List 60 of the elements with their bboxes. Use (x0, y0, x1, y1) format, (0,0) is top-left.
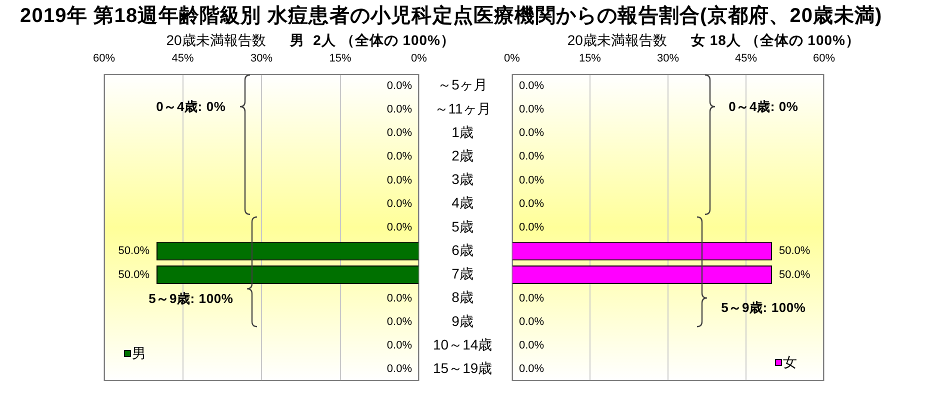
chart-title: 2019年 第18週年齢階級別 水痘患者の小児科定点医療機関からの報告割合(京都府、20歳未満) (20, 4, 882, 28)
data-label: 0.0% (518, 174, 544, 186)
data-label: 0.0% (386, 316, 412, 328)
x-tick-label: 15% (329, 52, 352, 64)
y-tick-label: 8歳 (452, 289, 474, 306)
x-tick-label: 0% (504, 52, 520, 64)
data-label: 50.0% (778, 268, 810, 281)
data-label: 0.0% (518, 316, 544, 328)
y-tick-label: ～11ヶ月 (434, 100, 491, 116)
chart-subtitle: 女 18人 （全体の 100%） (690, 31, 860, 49)
y-tick-label: 1歳 (452, 124, 474, 140)
data-label: 0.0% (518, 150, 544, 163)
annotation: 0～4歳: 0% (156, 98, 226, 115)
x-axis-title: 20歳未満報告数 (567, 31, 667, 49)
data-label: 0.0% (518, 103, 544, 116)
data-label: 0.0% (386, 80, 412, 92)
data-label: 0.0% (518, 363, 544, 376)
data-label: 0.0% (518, 340, 544, 352)
y-tick-label: 7歳 (452, 266, 474, 282)
text: 女 (783, 354, 797, 370)
x-tick-label: 30% (656, 52, 680, 64)
data-label: 50.0% (778, 245, 810, 258)
x-tick-label: 0% (411, 52, 428, 64)
x-tick-label: 15% (578, 52, 602, 64)
x-tick-label: 60% (812, 52, 836, 64)
text: 男 (132, 345, 146, 361)
data-label: 0.0% (386, 222, 412, 234)
y-tick-label: 3歳 (452, 171, 474, 188)
y-tick-label: 15～19歳 (432, 360, 492, 376)
data-label: 50.0% (118, 268, 150, 281)
x-tick-label: 30% (250, 52, 273, 64)
y-tick-label: 9歳 (452, 312, 474, 329)
annotation: 5～9歳: 100% (721, 300, 806, 316)
y-tick-label: 6歳 (452, 242, 474, 258)
data-label: 0.0% (386, 103, 412, 116)
data-label: 0.0% (386, 198, 412, 210)
y-tick-label: 5歳 (452, 218, 474, 234)
data-label: 0.0% (386, 340, 412, 352)
data-label: 0.0% (386, 292, 412, 304)
x-tick-label: 45% (734, 52, 758, 64)
x-tick-label: 45% (172, 52, 194, 64)
y-tick-label: 4歳 (452, 194, 474, 211)
data-label: 0.0% (386, 363, 412, 376)
data-label: 0.0% (518, 127, 544, 140)
data-label: 0.0% (386, 174, 412, 186)
x-tick-label: 60% (92, 52, 116, 64)
data-label: 0.0% (386, 150, 412, 163)
annotation: 0～4歳: 0% (728, 98, 798, 115)
y-tick-label: ～5ヶ月 (438, 76, 488, 93)
data-label: 50.0% (118, 245, 150, 258)
data-label: 0.0% (518, 222, 544, 234)
annotation: 5～9歳: 100% (148, 291, 234, 308)
y-tick-label: 10～14歳 (432, 336, 492, 352)
y-tick-label: 2歳 (452, 148, 474, 164)
data-label: 0.0% (518, 80, 544, 92)
x-axis-title: 20歳未満報告数 (166, 31, 266, 49)
data-label: 0.0% (518, 292, 544, 304)
chart-subtitle: 男 2人 （全体の 100%） (290, 31, 455, 49)
data-label: 0.0% (518, 198, 544, 210)
data-label: 0.0% (386, 127, 412, 140)
